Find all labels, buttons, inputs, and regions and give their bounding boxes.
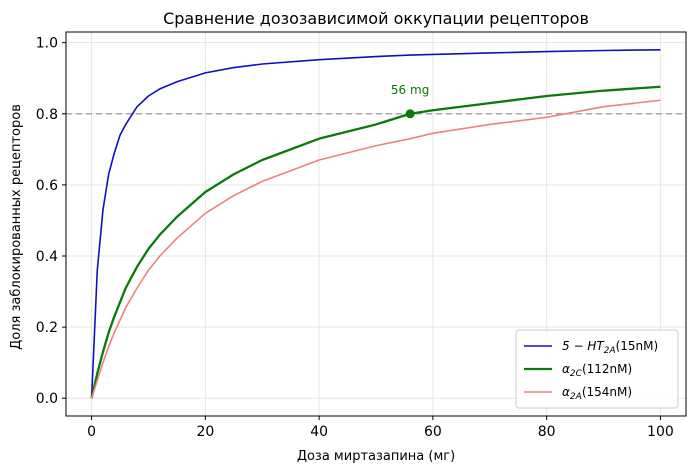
chart-title: Сравнение дозозависимой оккупации рецепт… (163, 9, 589, 28)
series-layer (90, 48, 661, 399)
legend-entry-label: 5 − HT2A(15nM) (562, 339, 658, 356)
annotation-marker (405, 109, 415, 119)
legend-entry-label: α2C(112nM) (562, 362, 632, 379)
x-tick-label: 0 (87, 424, 96, 440)
y-tick-label: 0.0 (36, 391, 58, 407)
annotation-layer: 56 mg (391, 83, 429, 119)
ticks: 0 20 40 60 80 100 0.0 0.2 0.4 0.6 0.8 1.0 (36, 36, 674, 440)
series-line (90, 85, 661, 399)
series-line (90, 48, 661, 399)
legend: 5 − HT2A(15nM) α2C(112nM) α2A(154nM) (515, 329, 679, 409)
x-tick-label: 80 (538, 424, 556, 440)
x-tick-label: 20 (196, 424, 214, 440)
annotation-label: 56 mg (391, 83, 429, 97)
y-tick-label: 0.4 (36, 249, 58, 265)
series-line (90, 99, 661, 399)
y-axis-label: Доля заблокированных рецепторов (9, 104, 24, 350)
x-tick-label: 60 (424, 424, 442, 440)
x-tick-label: 40 (310, 424, 328, 440)
y-tick-label: 0.6 (36, 178, 58, 194)
y-tick-label: 1.0 (36, 36, 58, 52)
x-tick-label: 100 (647, 424, 674, 440)
legend-box (515, 329, 679, 409)
legend-entry-label: α2A(154nM) (562, 385, 632, 402)
x-axis-label: Доза миртазапина (мг) (297, 449, 455, 464)
y-tick-label: 0.8 (36, 107, 58, 123)
y-tick-label: 0.2 (36, 320, 58, 336)
plot-frame (65, 31, 687, 417)
